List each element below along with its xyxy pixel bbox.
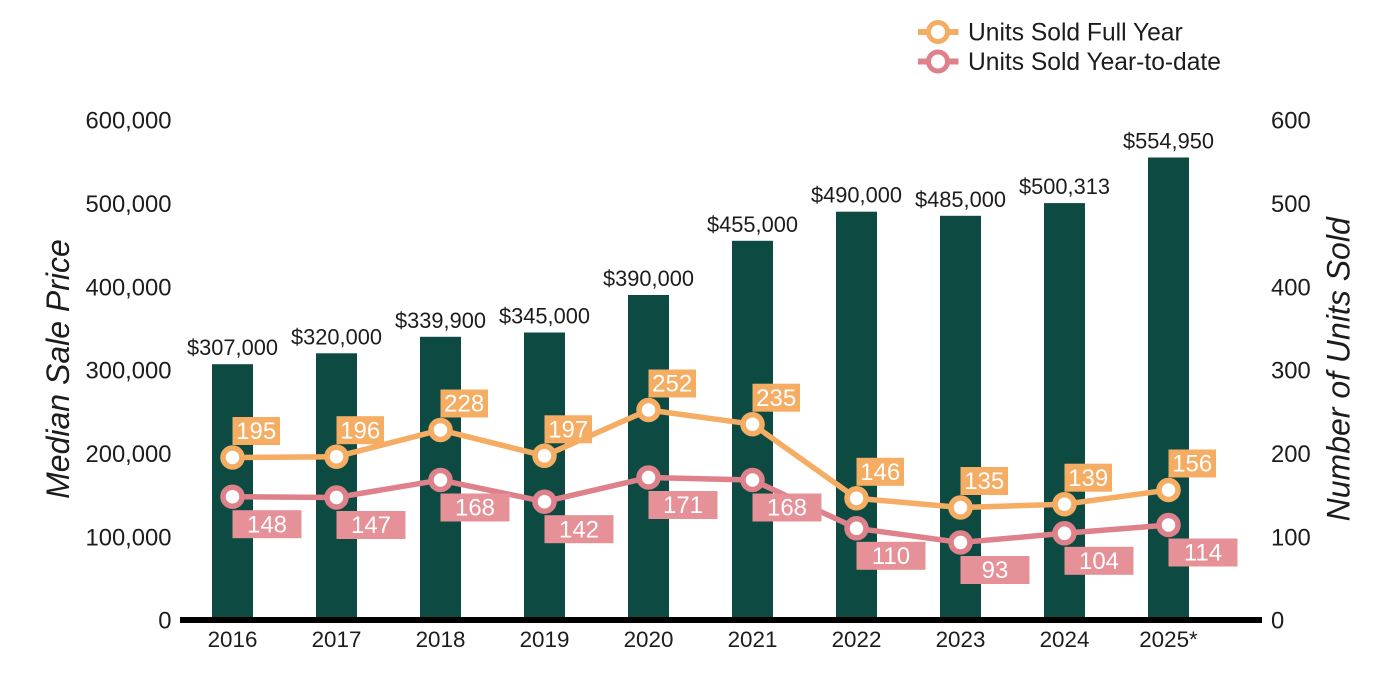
svg-text:197: 197: [548, 417, 588, 444]
svg-text:114: 114: [1184, 540, 1222, 567]
svg-text:2018: 2018: [416, 627, 466, 652]
svg-text:Units Sold Year-to-date: Units Sold Year-to-date: [968, 49, 1221, 76]
svg-text:Median Sale Price: Median Sale Price: [40, 239, 76, 499]
svg-text:2023: 2023: [936, 627, 986, 652]
svg-text:2019: 2019: [520, 627, 570, 652]
svg-text:100: 100: [1271, 524, 1311, 551]
svg-text:$485,000: $485,000: [915, 187, 1006, 212]
svg-text:200: 200: [1271, 441, 1311, 468]
svg-text:139: 139: [1068, 465, 1108, 492]
svg-text:2020: 2020: [624, 627, 674, 652]
svg-text:Number of Units Sold: Number of Units Sold: [1321, 216, 1357, 521]
svg-text:400,000: 400,000: [85, 274, 171, 301]
svg-text:195: 195: [236, 418, 276, 445]
svg-text:252: 252: [652, 371, 692, 398]
svg-text:2024: 2024: [1040, 627, 1090, 652]
svg-text:600,000: 600,000: [85, 108, 171, 135]
svg-text:2016: 2016: [208, 627, 258, 652]
svg-text:$554,950: $554,950: [1123, 129, 1214, 154]
svg-text:$307,000: $307,000: [187, 335, 278, 360]
svg-text:146: 146: [860, 459, 900, 486]
svg-text:168: 168: [455, 495, 495, 522]
svg-text:100,000: 100,000: [85, 524, 171, 551]
svg-text:2025*: 2025*: [1139, 627, 1198, 652]
svg-text:142: 142: [559, 516, 599, 543]
svg-text:500,000: 500,000: [85, 191, 171, 218]
svg-text:$339,900: $339,900: [395, 308, 486, 333]
svg-text:235: 235: [756, 385, 796, 412]
svg-text:$500,313: $500,313: [1019, 174, 1110, 199]
svg-text:148: 148: [247, 511, 287, 538]
svg-text:$320,000: $320,000: [291, 324, 382, 349]
svg-text:2017: 2017: [312, 627, 362, 652]
svg-text:168: 168: [767, 495, 807, 522]
svg-text:500: 500: [1271, 191, 1311, 218]
svg-text:600: 600: [1271, 108, 1311, 135]
svg-text:0: 0: [158, 608, 171, 635]
svg-text:$390,000: $390,000: [603, 266, 694, 291]
svg-text:0: 0: [1271, 608, 1284, 635]
svg-text:300: 300: [1271, 358, 1311, 385]
svg-text:135: 135: [964, 468, 1004, 495]
svg-text:171: 171: [663, 492, 703, 519]
svg-text:300,000: 300,000: [85, 358, 171, 385]
svg-text:Units Sold Full Year: Units Sold Full Year: [968, 20, 1183, 47]
svg-text:2021: 2021: [728, 627, 778, 652]
svg-text:156: 156: [1172, 451, 1212, 478]
svg-text:$345,000: $345,000: [499, 304, 590, 329]
svg-text:$455,000: $455,000: [707, 212, 798, 237]
svg-text:110: 110: [872, 543, 910, 570]
svg-text:93: 93: [982, 557, 1009, 584]
svg-text:196: 196: [340, 417, 380, 444]
svg-text:200,000: 200,000: [85, 441, 171, 468]
svg-text:2022: 2022: [832, 627, 882, 652]
svg-text:400: 400: [1271, 274, 1311, 301]
svg-text:228: 228: [444, 391, 484, 418]
svg-text:147: 147: [351, 512, 391, 539]
svg-text:104: 104: [1079, 548, 1119, 575]
svg-text:$490,000: $490,000: [811, 183, 902, 208]
